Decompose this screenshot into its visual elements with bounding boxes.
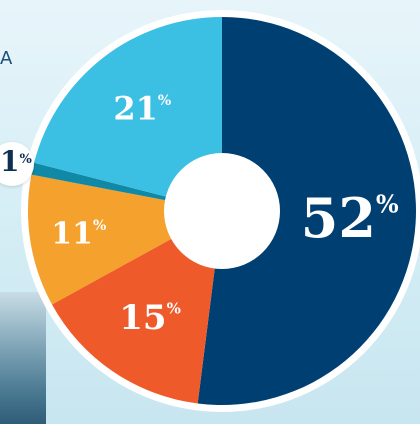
donut-slice-52: [197, 17, 417, 405]
slice-label-52: 52%: [301, 186, 399, 250]
donut-slice-15: [51, 211, 222, 404]
small-slice-callout-bubble: [0, 142, 34, 186]
ocean-photo-strip: [0, 292, 46, 424]
cropped-heading-letter: A: [0, 48, 13, 69]
small-slice-callout-label: 1%: [0, 145, 32, 178]
donut-hole: [164, 153, 280, 269]
slice-label-11: 11%: [51, 217, 106, 252]
donut-slice-21: [34, 17, 223, 211]
slice-label-21: 21%: [113, 89, 171, 127]
slice-label-15: 15%: [119, 298, 181, 338]
